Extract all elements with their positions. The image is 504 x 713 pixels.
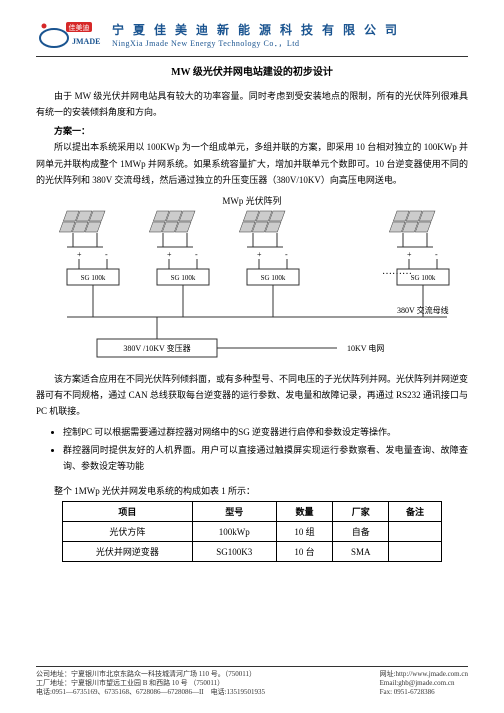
table-row: 光伏并网逆变器SG100K310 台SMA: [62, 542, 441, 562]
grid-label: 10KV 电网: [347, 343, 384, 353]
table-header: 数量: [276, 502, 333, 522]
footer-tel: 电话:0951—6735169、6735168、6728086—6728086—…: [36, 688, 265, 697]
table-cell: 光伏并网逆变器: [62, 542, 192, 562]
svg-text:SG 100k: SG 100k: [261, 274, 286, 282]
svg-text:-: -: [195, 250, 198, 259]
company-logo: 佳美迪 JMADE: [36, 18, 106, 52]
table-header: 型号: [192, 502, 276, 522]
page-footer: 公司地址：宁夏银川市北京东路众一科技城清河广场 110 号。（750011） 工…: [36, 666, 468, 697]
feature-list: 控制PC 可以根据需要通过群控器对网络中的SG 逆变器进行启停和参数设定等操作。…: [63, 424, 468, 475]
table-header: 厂家: [333, 502, 389, 522]
table-cell: 光伏方阵: [62, 522, 192, 542]
svg-text:+: +: [407, 250, 412, 259]
table-cell: 10 台: [276, 542, 333, 562]
footer-divider: [36, 666, 468, 667]
plan-paragraph: 所以提出本系统采用以 100KWp 为一个组成单元，多组并联的方案，即采用 10…: [36, 139, 468, 188]
table-header: 备注: [389, 502, 442, 522]
table-intro: 整个 1MWp 光伏并网发电系统的构成如表 1 所示：: [36, 484, 468, 497]
table-cell: SG100K3: [192, 542, 276, 562]
table-cell: [389, 542, 442, 562]
components-table: 项目型号数量厂家备注 光伏方阵100kWp10 组自备光伏并网逆变器SG100K…: [62, 501, 442, 562]
table-cell: SMA: [333, 542, 389, 562]
svg-text:-: -: [435, 250, 438, 259]
logo-en-text: JMADE: [72, 37, 100, 46]
svg-text:+: +: [77, 250, 82, 259]
footer-email: Email:ghb@jmade.com.cn: [380, 679, 468, 688]
list-item: 控制PC 可以根据需要通过群控器对网络中的SG 逆变器进行启停和参数设定等操作。: [63, 424, 468, 440]
table-cell: [389, 522, 442, 542]
table-cell: 自备: [333, 522, 389, 542]
footer-fax: Fax: 0951-6728386: [380, 688, 468, 697]
svg-text:SG 100k: SG 100k: [81, 274, 106, 282]
transformer-label: 380V /10KV 变压器: [123, 343, 190, 353]
footer-web: 网址:http://www.jmade.com.cn: [380, 670, 468, 679]
logo-cn-text: 佳美迪: [69, 23, 90, 32]
header-divider: [36, 56, 468, 57]
svg-text:-: -: [105, 250, 108, 259]
company-name-en: NingXia Jmade New Energy Technology Co．，…: [112, 38, 468, 49]
svg-text:………: ………: [382, 266, 412, 277]
plan-label: 方案一：: [36, 124, 468, 137]
company-name-cn: 宁 夏 佳 美 迪 新 能 源 科 技 有 限 公 司: [112, 21, 468, 38]
svg-text:+: +: [257, 250, 262, 259]
document-title: MW 级光伏并网电站建设的初步设计: [36, 63, 468, 78]
system-diagram: + - SG 100k + - SG 100k + - SG 100k + - SG 100k 380…: [36, 209, 468, 369]
svg-text:SG 100k: SG 100k: [171, 274, 196, 282]
table-cell: 100kWp: [192, 522, 276, 542]
table-header: 项目: [62, 502, 192, 522]
page-header: 佳美迪 JMADE 宁 夏 佳 美 迪 新 能 源 科 技 有 限 公 司 Ni…: [36, 18, 468, 52]
table-row: 光伏方阵100kWp10 组自备: [62, 522, 441, 542]
svg-text:SG 100k: SG 100k: [411, 274, 436, 282]
svg-text:+: +: [167, 250, 172, 259]
intro-paragraph: 由于 MW 级光伏并网电站具有较大的功率容量。同时考虑到受安装地点的限制，所有的…: [36, 88, 468, 120]
footer-addr2: 工厂地址：宁夏银川市望远工业园 B 和西路 10 号 （750011）: [36, 679, 265, 688]
company-name-block: 宁 夏 佳 美 迪 新 能 源 科 技 有 限 公 司 NingXia Jmad…: [112, 21, 468, 49]
svg-text:-: -: [285, 250, 288, 259]
list-item: 群控器同时提供友好的人机界面。用户可以直接通过触摸屏实现运行参数察看、发电量查询…: [63, 442, 468, 474]
table-cell: 10 组: [276, 522, 333, 542]
paragraph-2: 该方案适合应用在不同光伏阵列倾斜面，或有多种型号、不同电压的子光伏阵列并网。光伏…: [36, 371, 468, 420]
diagram-title: MWp 光伏阵列: [36, 194, 468, 207]
footer-addr1: 公司地址：宁夏银川市北京东路众一科技城清河广场 110 号。（750011）: [36, 670, 265, 679]
bus-label: 380V 交流母线: [397, 305, 449, 315]
